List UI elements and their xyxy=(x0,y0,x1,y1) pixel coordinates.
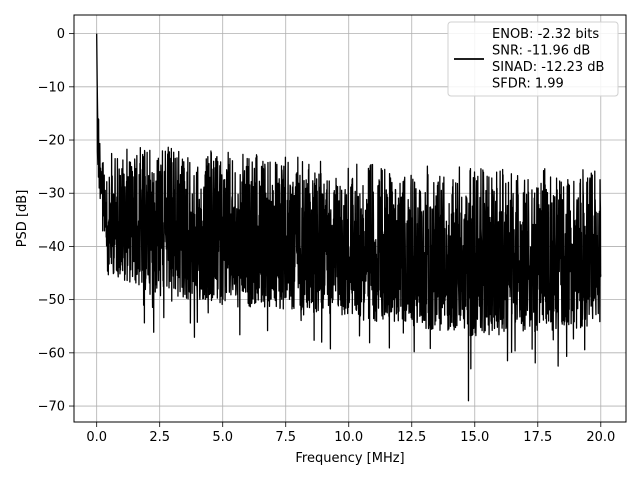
legend-entry: ENOB: -2.32 bits SNR: -11.96 dB SINAD: -12… xyxy=(492,27,604,92)
legend: ENOB: -2.32 bits SNR: -11.96 dB SINAD: -12… xyxy=(447,21,619,97)
psd-trace xyxy=(96,33,602,402)
x-tick-label: 20.0 xyxy=(586,430,615,445)
y-axis-ticks: 0 −10 −20 −30 −40 −50 −60 −70 xyxy=(38,27,74,415)
psd-series-line xyxy=(96,33,602,402)
legend-line-text: ENOB: -2.32 bits xyxy=(492,27,599,42)
x-tick-label: 10.0 xyxy=(334,430,363,445)
x-tick-label: 0.0 xyxy=(86,430,107,445)
y-tick-label: −20 xyxy=(38,134,65,149)
x-tick-label: 2.5 xyxy=(149,430,170,445)
y-tick-label: −60 xyxy=(38,346,65,361)
y-tick-label: −10 xyxy=(38,80,65,95)
y-tick-label: −40 xyxy=(38,240,65,255)
y-axis-label: PSD [dB] xyxy=(15,190,30,248)
legend-line-text: SNR: -11.96 dB xyxy=(492,44,590,59)
x-tick-label: 15.0 xyxy=(460,430,489,445)
x-tick-label: 17.5 xyxy=(523,430,552,445)
y-tick-label: −50 xyxy=(38,293,65,308)
x-axis-label: Frequency [MHz] xyxy=(295,451,404,466)
x-axis-ticks: 0.0 2.5 5.0 7.5 10.0 12.5 15.0 17.5 20.0 xyxy=(86,422,615,445)
y-tick-label: −70 xyxy=(38,400,65,415)
legend-line-text: SINAD: -12.23 dB xyxy=(492,60,604,75)
y-tick-label: −30 xyxy=(38,187,65,202)
x-tick-label: 12.5 xyxy=(397,430,426,445)
plot-frame xyxy=(73,14,627,423)
x-tick-label: 7.5 xyxy=(275,430,296,445)
x-tick-label: 5.0 xyxy=(212,430,233,445)
legend-line-text: SFDR: 1.99 xyxy=(492,77,564,92)
y-tick-label: 0 xyxy=(57,27,65,42)
legend-box xyxy=(447,21,619,97)
